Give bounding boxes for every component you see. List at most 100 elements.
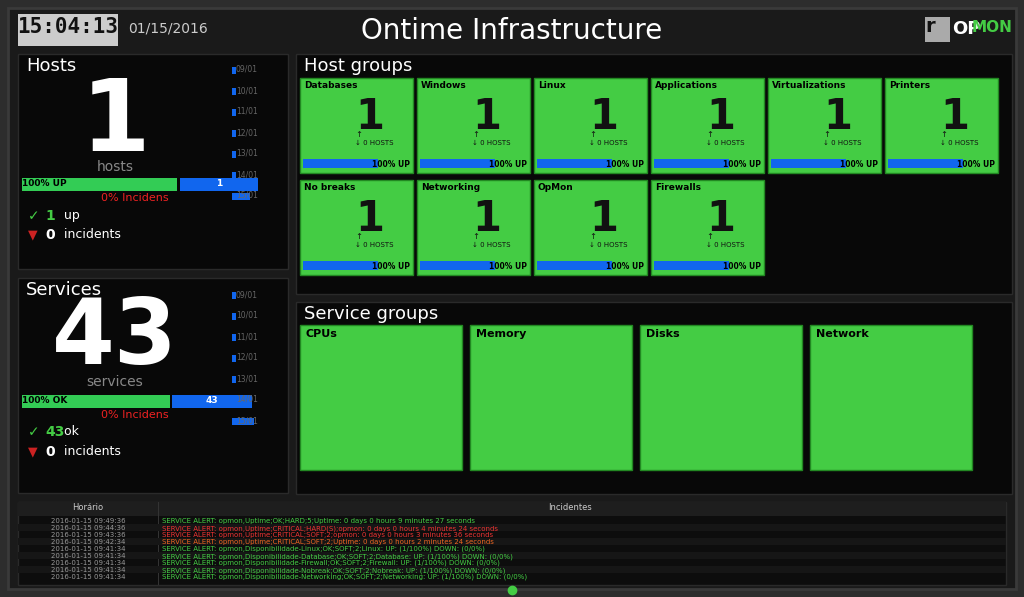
Text: ↑: ↑ bbox=[355, 130, 362, 139]
Text: Disks: Disks bbox=[646, 329, 680, 339]
Text: ↓ 0 HOSTS: ↓ 0 HOSTS bbox=[472, 140, 511, 146]
Text: CPUs: CPUs bbox=[306, 329, 338, 339]
Bar bbox=[232, 151, 236, 158]
Text: 1: 1 bbox=[707, 96, 735, 138]
Text: OpMon: OpMon bbox=[538, 183, 573, 192]
Text: No breaks: No breaks bbox=[304, 183, 355, 192]
Text: ✓: ✓ bbox=[28, 209, 40, 223]
Text: 1: 1 bbox=[707, 198, 735, 240]
Bar bbox=[232, 67, 236, 74]
Text: 1: 1 bbox=[940, 96, 970, 138]
Text: 0: 0 bbox=[45, 445, 54, 459]
Text: 11/01: 11/01 bbox=[237, 107, 258, 116]
Bar bbox=[232, 418, 254, 425]
Text: services: services bbox=[87, 375, 143, 389]
Text: 1: 1 bbox=[590, 96, 618, 138]
Bar bbox=[232, 397, 236, 404]
Text: 100% UP: 100% UP bbox=[723, 160, 761, 169]
Bar bbox=[18, 278, 288, 493]
Bar bbox=[300, 325, 462, 470]
Text: 1: 1 bbox=[45, 209, 54, 223]
Text: SERVICE ALERT: opmon,Disponibilidade-Firewall;OK;SOFT;2;Firewall: UP: (1/100%) D: SERVICE ALERT: opmon,Disponibilidade-Fir… bbox=[162, 560, 500, 567]
Text: 12/01: 12/01 bbox=[237, 353, 258, 362]
Text: up: up bbox=[60, 209, 80, 222]
Text: ↑: ↑ bbox=[589, 232, 596, 241]
Text: Service groups: Service groups bbox=[304, 305, 438, 323]
Bar bbox=[888, 159, 963, 168]
Text: SERVICE ALERT: opmon,Disponibilidade-Nobreak;OK;SOFT;2;Nobreak: UP: (1/100%) DOW: SERVICE ALERT: opmon,Disponibilidade-Nob… bbox=[162, 567, 506, 574]
Text: 2016-01-15 09:41:34: 2016-01-15 09:41:34 bbox=[51, 553, 125, 559]
Text: ↓ 0 HOSTS: ↓ 0 HOSTS bbox=[940, 140, 979, 146]
Text: SERVICE ALERT: opmon,Uptime;OK;HARD;5;Uptime: 0 days 0 hours 9 minutes 27 second: SERVICE ALERT: opmon,Uptime;OK;HARD;5;Up… bbox=[162, 518, 475, 524]
Bar bbox=[420, 159, 495, 168]
Text: 0% Incidens: 0% Incidens bbox=[101, 410, 169, 420]
Text: Memory: Memory bbox=[476, 329, 526, 339]
Bar bbox=[654, 261, 729, 270]
Bar bbox=[768, 78, 881, 173]
Bar bbox=[470, 325, 632, 470]
Bar bbox=[651, 180, 764, 275]
Bar bbox=[885, 78, 998, 173]
Bar bbox=[296, 302, 1012, 494]
Text: 1: 1 bbox=[472, 96, 502, 138]
Text: 01/15/2016: 01/15/2016 bbox=[128, 22, 208, 36]
Text: 10/01: 10/01 bbox=[237, 311, 258, 320]
Bar bbox=[303, 159, 378, 168]
Text: 43: 43 bbox=[52, 295, 178, 383]
Text: SERVICE ALERT: opmon,Disponibilidade-Database;OK;SOFT;2;Database: UP: (1/100%) D: SERVICE ALERT: opmon,Disponibilidade-Dat… bbox=[162, 553, 513, 559]
Bar bbox=[232, 172, 236, 179]
Text: 10/01: 10/01 bbox=[237, 86, 258, 95]
Text: ↑: ↑ bbox=[940, 130, 947, 139]
Text: ▼: ▼ bbox=[28, 228, 38, 241]
Text: 100% UP: 100% UP bbox=[957, 160, 995, 169]
Bar bbox=[232, 193, 250, 200]
Text: 12/01: 12/01 bbox=[237, 128, 258, 137]
Text: hosts: hosts bbox=[96, 160, 133, 174]
Text: 1: 1 bbox=[80, 75, 150, 172]
Bar bbox=[18, 538, 1006, 545]
Text: ↑: ↑ bbox=[823, 130, 830, 139]
Text: 14/01: 14/01 bbox=[237, 170, 258, 179]
Text: r: r bbox=[925, 17, 935, 36]
Bar bbox=[232, 292, 236, 299]
Bar bbox=[18, 54, 288, 269]
Bar bbox=[420, 261, 495, 270]
Text: 43: 43 bbox=[206, 396, 218, 405]
Text: 100% OK: 100% OK bbox=[22, 396, 68, 405]
Text: 100% UP: 100% UP bbox=[372, 160, 410, 169]
Text: SERVICE ALERT: opmon,Disponibilidade-Networking;OK;SOFT;2;Networking: UP: (1/100: SERVICE ALERT: opmon,Disponibilidade-Net… bbox=[162, 574, 527, 580]
Bar bbox=[172, 395, 252, 408]
Text: Horário: Horário bbox=[73, 503, 103, 512]
Bar bbox=[771, 159, 846, 168]
Bar bbox=[300, 78, 413, 173]
Text: 1: 1 bbox=[216, 179, 222, 188]
Text: 100% UP: 100% UP bbox=[606, 262, 644, 271]
Text: 2016-01-15 09:41:34: 2016-01-15 09:41:34 bbox=[51, 574, 125, 580]
Text: 2016-01-15 09:43:36: 2016-01-15 09:43:36 bbox=[50, 532, 125, 538]
Text: Networking: Networking bbox=[421, 183, 480, 192]
Text: 2016-01-15 09:49:36: 2016-01-15 09:49:36 bbox=[50, 518, 125, 524]
Bar bbox=[18, 552, 1006, 559]
Text: 2016-01-15 09:41:34: 2016-01-15 09:41:34 bbox=[51, 567, 125, 573]
Text: ↓ 0 HOSTS: ↓ 0 HOSTS bbox=[706, 140, 744, 146]
Text: 09/01: 09/01 bbox=[236, 290, 258, 299]
Text: 2016-01-15 09:44:36: 2016-01-15 09:44:36 bbox=[51, 525, 125, 531]
Bar bbox=[18, 14, 118, 46]
Text: 100% UP: 100% UP bbox=[372, 262, 410, 271]
Text: Incidentes: Incidentes bbox=[548, 503, 592, 512]
Text: 100% UP: 100% UP bbox=[489, 160, 527, 169]
Text: ↓ 0 HOSTS: ↓ 0 HOSTS bbox=[472, 242, 511, 248]
Text: Hosts: Hosts bbox=[26, 57, 76, 75]
Text: 1: 1 bbox=[590, 198, 618, 240]
Text: 2016-01-15 09:41:34: 2016-01-15 09:41:34 bbox=[51, 560, 125, 566]
Text: 1: 1 bbox=[823, 96, 853, 138]
Bar bbox=[22, 178, 177, 191]
Bar bbox=[417, 78, 530, 173]
Text: 15/01: 15/01 bbox=[237, 191, 258, 200]
Text: 1: 1 bbox=[472, 198, 502, 240]
Text: ▼: ▼ bbox=[28, 445, 38, 458]
Text: 15:04:13: 15:04:13 bbox=[17, 17, 119, 37]
Bar bbox=[651, 78, 764, 173]
Text: 11/01: 11/01 bbox=[237, 332, 258, 341]
Bar bbox=[925, 17, 950, 42]
